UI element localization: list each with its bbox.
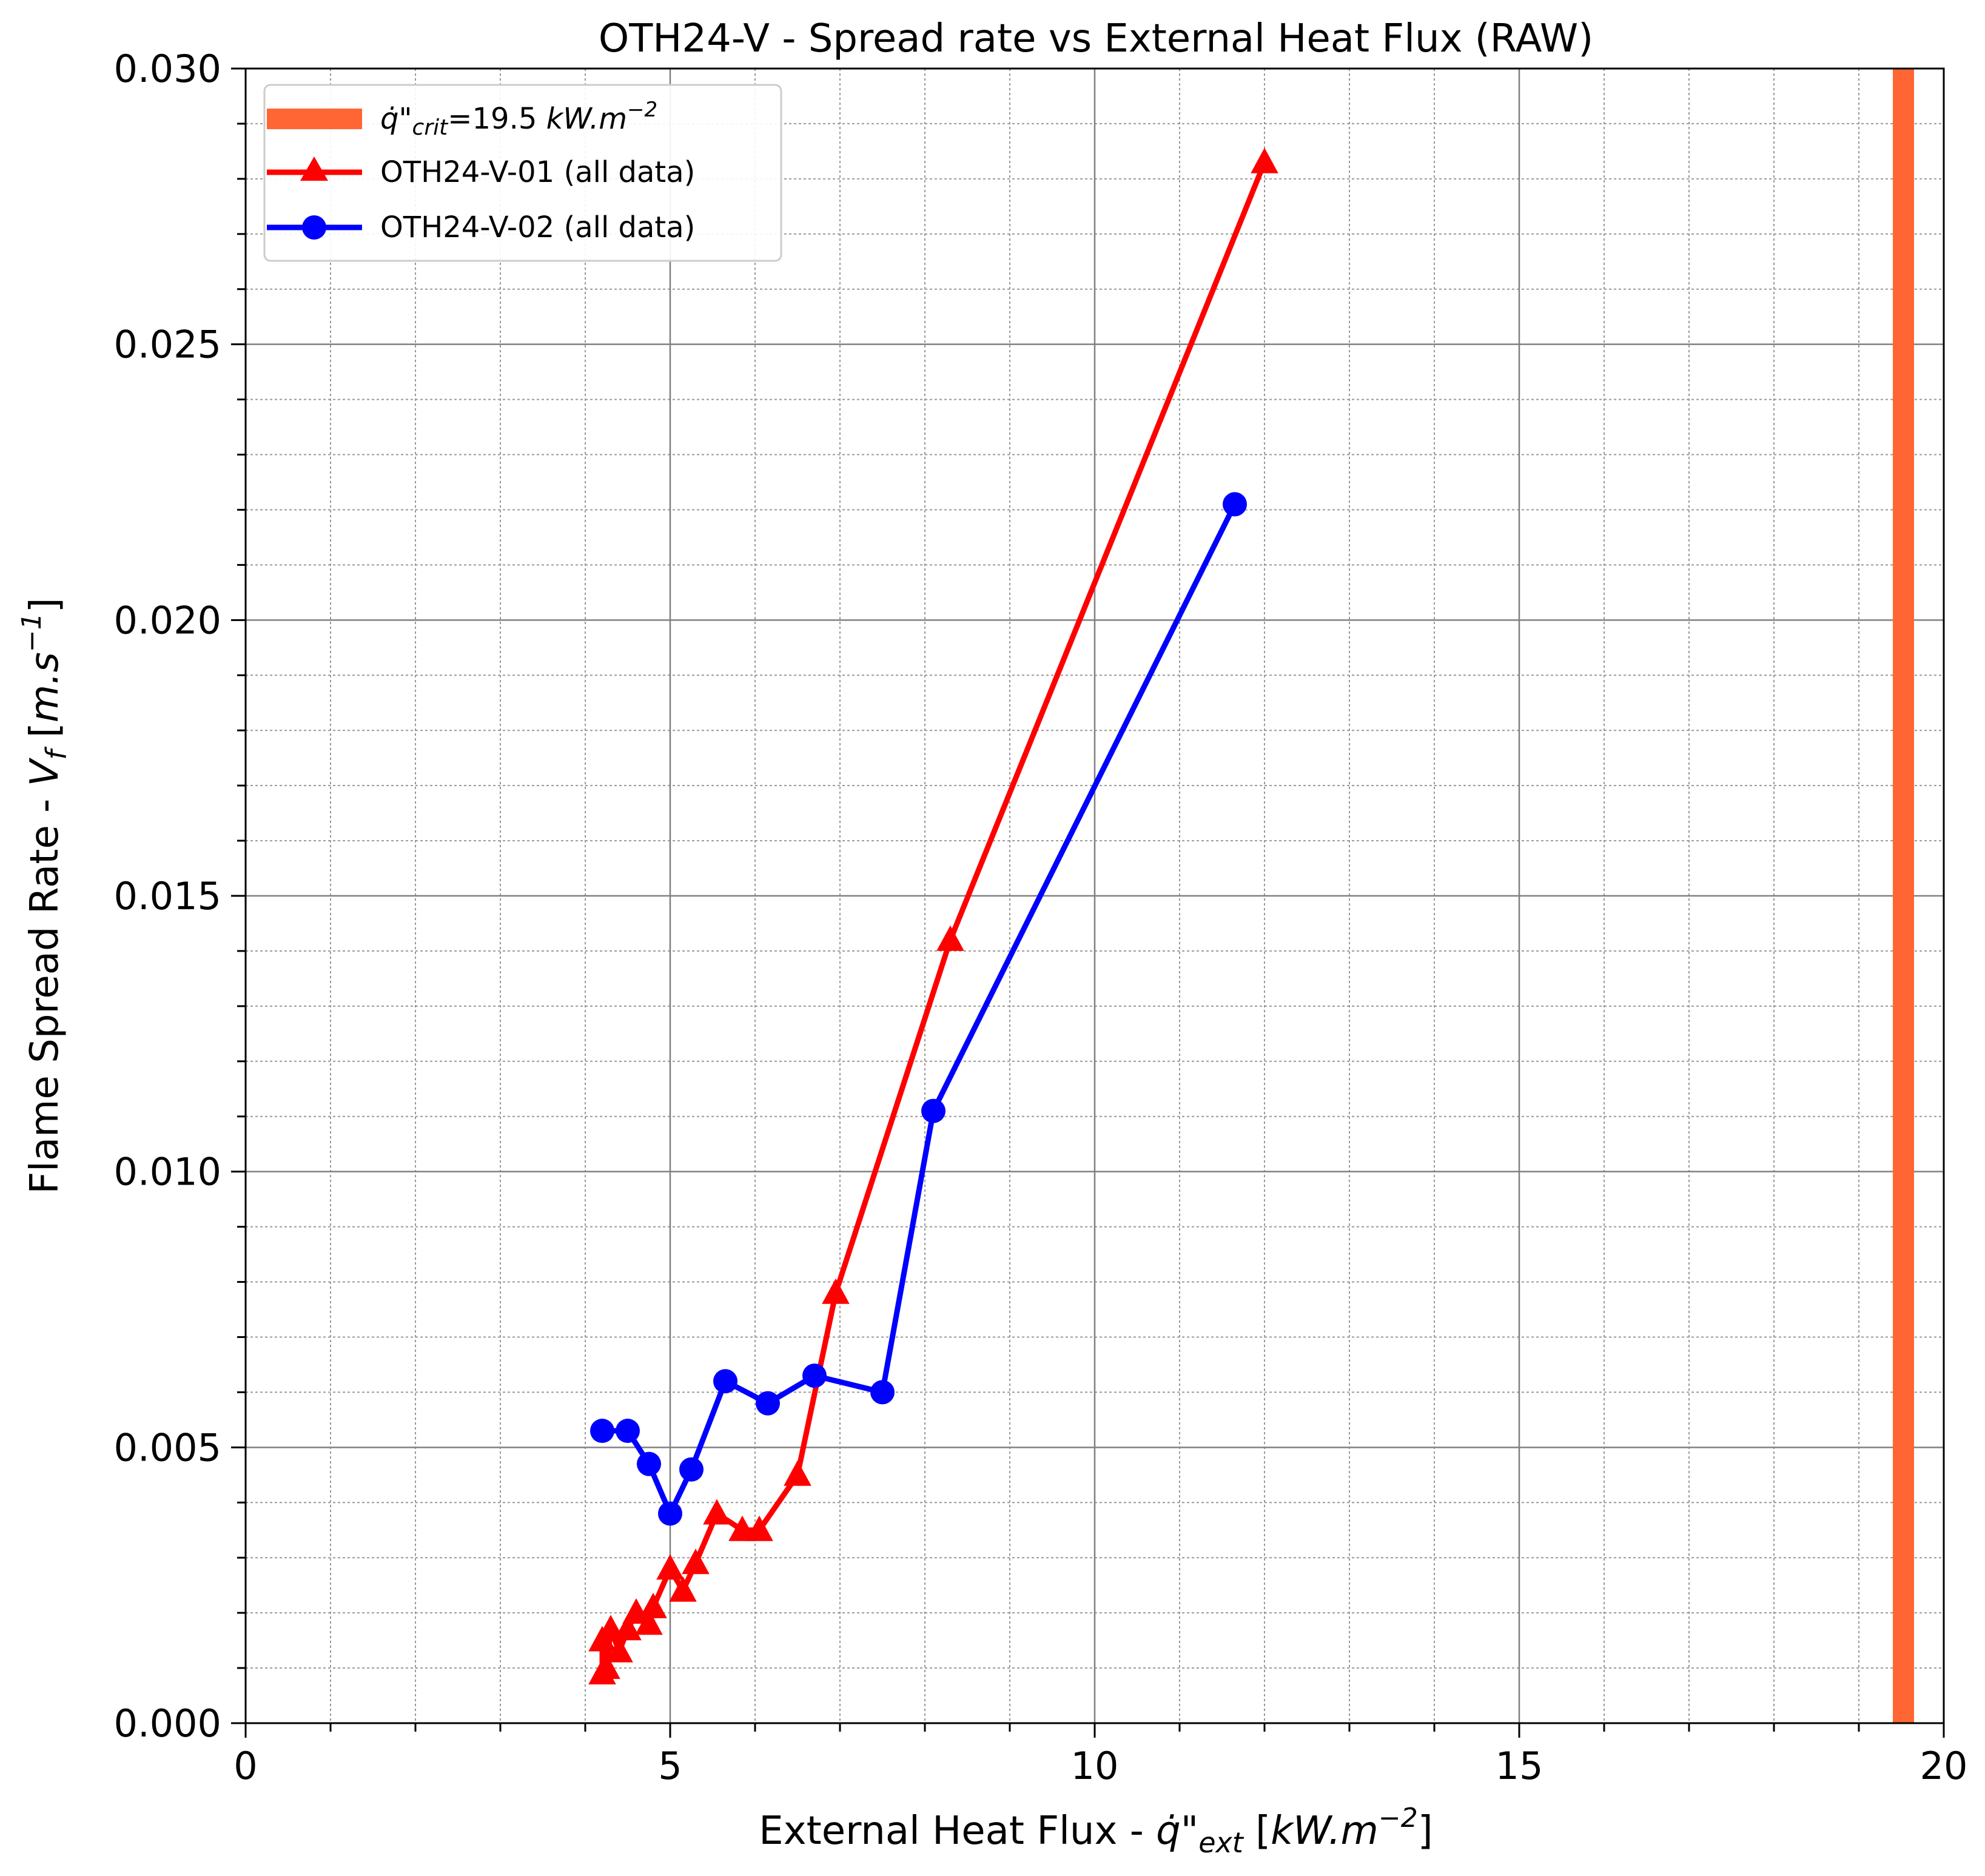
series-1-point: [639, 1593, 667, 1619]
x-tick-label: 15: [1496, 1744, 1543, 1788]
series-2-point: [658, 1501, 682, 1526]
y-tick-label: 0.005: [114, 1425, 222, 1470]
legend-label-series-2: OTH24-V-02 (all data): [380, 210, 695, 244]
series-1: [588, 147, 1278, 1685]
series-1-point: [669, 1576, 697, 1602]
y-tick-label: 0.015: [114, 874, 222, 918]
legend-marker-triangle: [300, 156, 328, 181]
x-tick-label: 5: [658, 1744, 682, 1788]
series-2-point: [679, 1457, 704, 1482]
series-1-point: [936, 925, 964, 951]
series-1-point: [635, 1609, 663, 1635]
chart-title: OTH24-V - Spread rate vs External Heat F…: [599, 16, 1593, 61]
y-tick-label: 0.000: [114, 1701, 222, 1746]
series-1-point: [822, 1278, 850, 1304]
legend-swatch-critical: [267, 109, 362, 129]
series-1-point: [682, 1548, 710, 1575]
legend-label-series-1: OTH24-V-01 (all data): [380, 155, 695, 189]
x-tick-label: 0: [233, 1744, 257, 1788]
series-2-point: [616, 1419, 640, 1444]
series-1-point: [745, 1515, 773, 1541]
x-tick-label: 10: [1071, 1744, 1119, 1788]
series-2-point: [921, 1098, 945, 1123]
y-tick-label: 0.010: [114, 1150, 222, 1194]
series-1-point: [614, 1615, 642, 1641]
y-axis-title: Flame Spread Rate - Vf [m.s−1]: [16, 597, 73, 1194]
series-1-point: [1251, 147, 1278, 173]
series-2-point: [590, 1419, 614, 1444]
critical-flux-band: [1893, 69, 1914, 1723]
tick-marks: [231, 67, 1945, 1738]
y-tick-label: 0.025: [114, 323, 222, 367]
series-1-point: [656, 1554, 684, 1580]
series-1-point: [593, 1653, 620, 1679]
y-tick-labels: 0.000 0.005 0.010 0.015 0.020 0.025 0.030: [114, 47, 222, 1746]
series-1-point: [605, 1636, 633, 1663]
series-2-point: [756, 1391, 780, 1416]
legend-marker-circle: [302, 215, 326, 240]
series-2-point: [870, 1380, 895, 1405]
legend-box: [263, 84, 782, 262]
series-2-point: [637, 1451, 661, 1476]
series-2: [590, 492, 1247, 1526]
x-tick-label: 20: [1920, 1744, 1968, 1788]
legend: q̇"crit=19.5 kW.m−2 OTH24-V-01 (all data…: [263, 84, 782, 262]
series-1-point: [703, 1499, 731, 1525]
series-1-point: [784, 1460, 811, 1486]
series-layer: [588, 147, 1278, 1685]
y-tick-label: 0.020: [114, 598, 222, 642]
x-tick-labels: 0 5 10 15 20: [233, 1744, 1967, 1788]
series-2-point: [1223, 492, 1247, 517]
series-2-point: [802, 1363, 827, 1388]
series-2-point: [713, 1369, 737, 1394]
y-tick-label: 0.030: [114, 47, 222, 91]
x-axis-title: External Heat Flux - q̇"ext [kW.m−2]: [759, 1803, 1432, 1859]
